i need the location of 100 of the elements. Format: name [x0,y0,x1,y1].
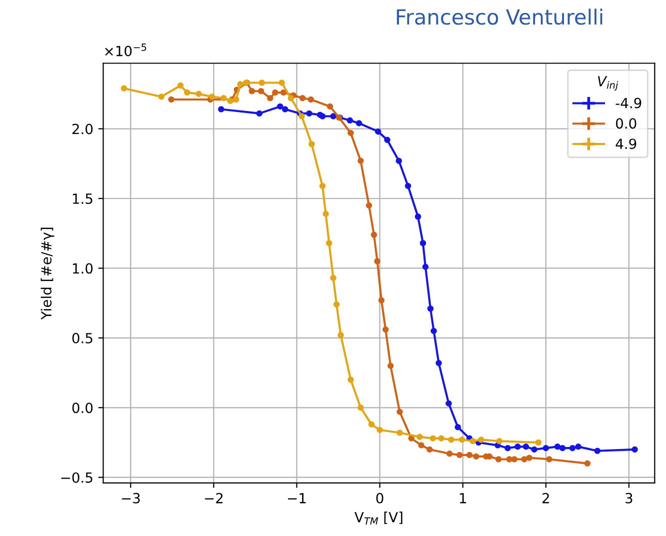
point [282,106,288,112]
text: ×10$^{−5}$ [105,44,146,56]
point [308,140,315,148]
point [333,301,340,308]
point [554,444,561,450]
point [306,110,312,117]
point [366,202,372,209]
legend-label: -4.9 [616,98,642,108]
point [531,446,538,453]
x-axis-title: V$_{TM}$ [V] [354,512,402,524]
point [506,456,512,462]
point [430,435,436,442]
point [418,442,424,448]
point [594,448,600,454]
point [256,110,262,117]
point [521,456,528,462]
point [278,80,285,86]
y-tick-label: 2.0 [72,124,93,134]
point [504,444,511,452]
point [348,130,354,136]
point [466,452,473,458]
point [546,456,552,462]
legend-label: 4.9 [616,138,636,150]
point [298,113,305,120]
y-tick-label: 1.5 [72,194,92,204]
point [184,89,190,96]
point [446,400,452,407]
point [495,456,502,462]
point [420,240,426,246]
point [472,453,480,460]
point [496,438,502,444]
point [430,328,437,334]
point [376,426,383,434]
point [374,258,380,264]
point [448,436,454,443]
x-tick-label: 2 [542,492,549,504]
point [456,452,463,458]
point [458,436,466,443]
point [535,439,542,446]
point [522,444,530,450]
point [454,424,461,430]
point [416,434,423,440]
point [158,94,164,100]
point [575,444,582,450]
y-tick-label: 1.0 [72,263,93,274]
x-tick-label: −3 [122,492,140,504]
x-tick-label: −2 [204,492,223,504]
point [267,94,274,102]
point [378,297,385,304]
point [196,90,202,98]
point [346,117,354,124]
legend-title: V$_{inj}$ [598,76,618,91]
point [326,240,332,246]
point [368,421,375,428]
y-tick-label: 0.0 [72,402,93,414]
point [177,82,184,89]
point [514,444,521,450]
point [120,85,128,92]
point [526,454,532,461]
point [375,128,382,135]
point [358,404,364,411]
point [237,81,244,88]
point [348,376,354,383]
point [248,88,256,94]
point [280,89,287,96]
point [258,80,265,86]
point [387,362,394,369]
x-tick-label: 0 [376,492,384,504]
point [382,326,389,333]
point [356,120,362,126]
y-tick-label: 0.5 [72,332,92,344]
x-tick-label: −1 [288,493,306,504]
point [384,136,390,144]
point [220,94,227,102]
text: Francesco Venturelli [396,8,602,25]
point [511,456,518,462]
point [308,96,314,103]
point [319,113,326,120]
point [358,158,364,164]
point [446,450,453,457]
point [396,408,403,415]
point [569,444,576,452]
point [422,264,429,270]
point [168,96,174,103]
point [396,158,402,164]
x-tick-label: 1 [460,493,466,504]
point [218,106,224,112]
point [272,89,278,96]
point [319,182,326,190]
point [436,360,442,366]
y-tick-label: −0.5 [61,472,92,483]
legend-label: 0.0 [616,118,636,129]
point [414,213,422,220]
point [404,182,412,190]
point [427,306,434,312]
point [396,430,403,436]
point [438,435,444,442]
point [258,88,264,94]
point [299,94,306,102]
point [478,436,484,443]
